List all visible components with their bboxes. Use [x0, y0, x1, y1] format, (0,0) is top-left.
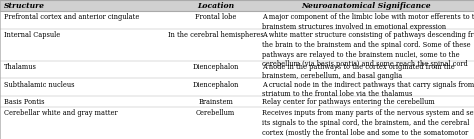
Bar	[0, 61, 474, 78]
Bar	[0, 29, 474, 61]
Text: A major component of the limbic lobe with motor efferents to the
brainstem struc: A major component of the limbic lobe wit…	[262, 13, 474, 31]
Text: Prefrontal cortex and anterior cingulate: Prefrontal cortex and anterior cingulate	[4, 13, 139, 21]
Text: Relay center for pathways entering the cerebellum: Relay center for pathways entering the c…	[262, 98, 435, 106]
Bar	[0, 0, 474, 11]
Text: Location: Location	[197, 2, 234, 9]
Bar	[0, 96, 474, 107]
Text: A white matter structure consisting of pathways descending from
the brain to the: A white matter structure consisting of p…	[262, 31, 474, 68]
Text: Diencephalon: Diencephalon	[192, 63, 239, 71]
Text: Internal Capsule: Internal Capsule	[4, 31, 60, 39]
Text: Cerebellum: Cerebellum	[196, 109, 235, 117]
Text: Diencephalon: Diencephalon	[192, 80, 239, 89]
Bar	[0, 78, 474, 96]
Text: Structure: Structure	[4, 2, 45, 9]
Text: Cerebellar white and gray matter: Cerebellar white and gray matter	[4, 109, 118, 117]
Text: Subthalamic nucleus: Subthalamic nucleus	[4, 80, 74, 89]
Text: A crucial node in the indirect pathways that carry signals from the
striatum to : A crucial node in the indirect pathways …	[262, 80, 474, 98]
Text: Thalamus: Thalamus	[4, 63, 36, 71]
Text: Brainstem: Brainstem	[198, 98, 233, 106]
Text: Receives inputs from many parts of the nervous system and sends
its signals to t: Receives inputs from many parts of the n…	[262, 109, 474, 139]
Text: A node in the pathways to the cortex originated from the
brainstem, cerebellum, : A node in the pathways to the cortex ori…	[262, 63, 455, 80]
Text: Neuroanatomical Significance: Neuroanatomical Significance	[301, 2, 431, 9]
Text: Frontal lobe: Frontal lobe	[195, 13, 237, 21]
Text: Basis Pontis: Basis Pontis	[4, 98, 44, 106]
Text: In the cerebral hemispheres: In the cerebral hemispheres	[168, 31, 264, 39]
Bar	[0, 107, 474, 139]
Bar	[0, 11, 474, 29]
